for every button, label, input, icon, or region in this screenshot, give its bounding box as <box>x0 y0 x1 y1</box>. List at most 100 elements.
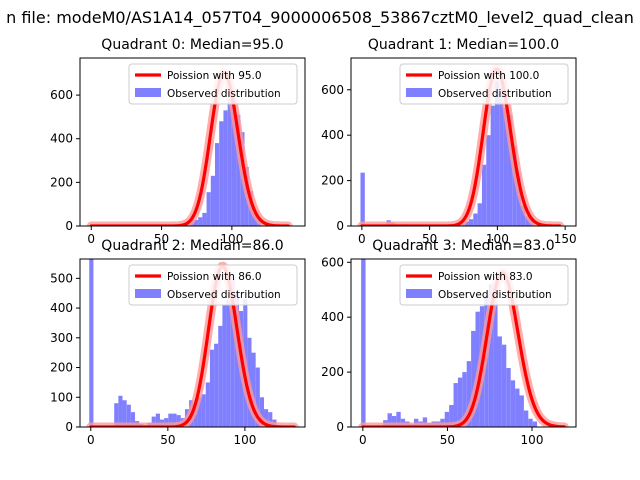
histogram-bar <box>481 164 487 226</box>
legend-box <box>128 63 298 105</box>
histogram-bar <box>155 413 160 427</box>
poisson-curve <box>360 67 562 226</box>
y-tick-label: 0 <box>336 219 344 233</box>
histogram-bar <box>361 259 366 427</box>
histogram-bar <box>486 135 491 226</box>
y-tick-label: 600 <box>321 83 344 97</box>
poisson-curve <box>361 271 566 427</box>
histogram-bar <box>234 293 240 427</box>
histogram-bar <box>501 344 507 427</box>
histogram-bar <box>528 418 533 427</box>
y-tick-label: 300 <box>50 331 73 345</box>
histogram-bar <box>499 87 504 226</box>
histogram-bar <box>525 215 530 226</box>
histogram-bar <box>193 219 199 226</box>
histogram-bar <box>268 412 273 427</box>
y-tick-label: 0 <box>65 420 73 434</box>
y-tick-label: 0 <box>65 219 73 233</box>
axes-frame <box>79 57 306 227</box>
plot-area <box>86 259 299 427</box>
histogram-bar <box>176 415 181 427</box>
histogram-bar <box>255 367 260 427</box>
legend: Poission with 83.0 Observed distribution <box>399 264 569 306</box>
histogram-bar <box>231 97 237 226</box>
subplot-quadrant-0: 0 50 100 0 200 400 600 Quadrant 0: Median=95.0 P… <box>50 37 306 246</box>
y-tick-label: 400 <box>321 128 344 142</box>
subplot-title: Quadrant 1: Median=100.0 <box>368 37 559 53</box>
legend-label-poisson: Poission with 83.0 <box>438 271 533 283</box>
histogram-bar <box>512 146 517 226</box>
histogram-bar <box>214 343 219 427</box>
legend-box <box>128 264 298 306</box>
histogram-bar <box>523 410 529 427</box>
histogram-bar <box>202 212 207 226</box>
legend: Poission with 100.0 Observed distribution <box>399 63 569 105</box>
histogram-bar <box>230 278 235 427</box>
axes-frame <box>350 57 577 227</box>
histogram-bar <box>493 292 498 427</box>
x-tick-label: 100 <box>521 433 544 447</box>
legend-box <box>399 264 569 306</box>
plot-area <box>357 64 565 226</box>
histogram-bar <box>464 221 469 226</box>
histogram-bar <box>223 110 228 226</box>
histogram-bar <box>114 403 119 427</box>
subplot-title: Quadrant 3: Median=83.0 <box>372 238 554 254</box>
y-tick-label: 200 <box>321 365 344 379</box>
histogram-bar <box>497 336 502 427</box>
histogram-bar <box>462 372 467 427</box>
legend-bar-swatch <box>135 289 161 298</box>
subplot-title: Quadrant 2: Median=86.0 <box>101 238 283 254</box>
histogram-bar <box>516 176 521 226</box>
poisson-curve <box>89 71 290 226</box>
histogram-bar <box>488 284 494 427</box>
histogram-bar <box>126 404 131 427</box>
histogram-bar <box>130 412 136 427</box>
histogram-bar <box>122 400 127 427</box>
legend-label-poisson: Poission with 100.0 <box>438 70 539 82</box>
subplot-title: Quadrant 0: Median=95.0 <box>101 37 283 53</box>
histogram-bar <box>396 411 401 427</box>
histogram-bar <box>172 413 177 427</box>
y-tick-label: 400 <box>321 310 344 324</box>
x-tick-label: 0 <box>87 433 95 447</box>
x-tick-label: 0 <box>358 232 366 246</box>
histogram-bar <box>222 305 227 427</box>
histogram-bar <box>466 361 472 427</box>
y-tick-label: 100 <box>50 390 73 404</box>
legend-label-observed: Observed distribution <box>438 289 552 301</box>
subplot-grid: 0 50 100 0 200 400 600 Quadrant 0: Median=95.0 P… <box>50 37 577 447</box>
x-tick-label: 150 <box>554 232 577 246</box>
histogram-bar <box>490 105 495 226</box>
x-tick-label: 100 <box>233 433 256 447</box>
x-tick-label: 50 <box>154 232 169 246</box>
histogram-bar <box>360 172 365 226</box>
histogram-bar <box>510 380 516 427</box>
histogram-bar <box>89 259 94 427</box>
histogram-bar <box>507 114 513 226</box>
legend-label-poisson: Poission with 95.0 <box>167 70 262 82</box>
y-tick-label: 500 <box>50 271 73 285</box>
legend-bar-swatch <box>406 88 432 97</box>
histogram-bar <box>236 114 241 226</box>
histogram-bar <box>391 416 397 427</box>
x-tick-label: 50 <box>422 232 437 246</box>
histogram-bar <box>387 413 392 427</box>
histogram-bar <box>226 299 231 427</box>
histogram-bar <box>168 413 173 427</box>
x-tick-label: 100 <box>486 232 509 246</box>
histogram-bar <box>197 397 202 427</box>
histogram-bar <box>422 417 428 427</box>
figure-suptitle: n file: modeM0/AS1A14_057T04_9000006508_… <box>6 8 634 28</box>
histogram-bar <box>227 84 232 226</box>
histogram-bar <box>251 352 256 427</box>
x-tick-label: 0 <box>359 433 367 447</box>
histogram-bar <box>206 192 211 226</box>
histogram-bar <box>520 205 526 226</box>
y-tick-label: 200 <box>321 174 344 188</box>
histogram-bar <box>519 395 524 427</box>
y-tick-label: 400 <box>50 132 73 146</box>
histogram-bar <box>494 80 500 226</box>
y-tick-label: 600 <box>50 88 73 102</box>
